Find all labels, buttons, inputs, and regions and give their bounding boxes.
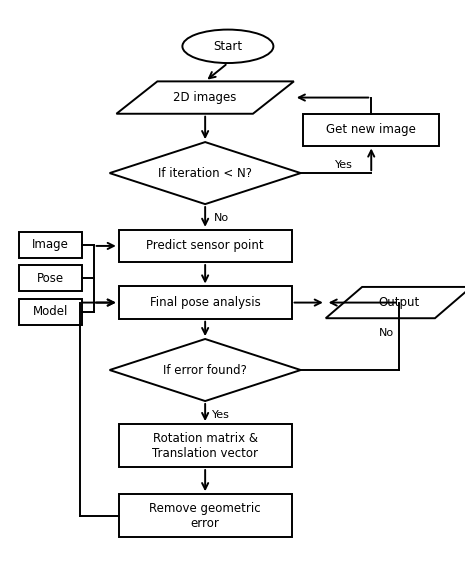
Text: Remove geometric
error: Remove geometric error [149,502,261,530]
Text: Pose: Pose [37,272,64,285]
Text: No: No [379,328,394,338]
Text: Model: Model [33,305,68,318]
Bar [118,494,292,537]
Text: If error found?: If error found? [163,364,247,377]
Bar [118,424,292,467]
Text: Final pose analysis: Final pose analysis [150,296,261,309]
Polygon shape [109,339,301,401]
Text: Predict sensor point: Predict sensor point [146,239,264,252]
Text: Yes: Yes [212,410,230,419]
Text: Image: Image [32,238,69,251]
Text: No: No [213,212,228,223]
Bar [118,230,292,262]
Bar [18,299,82,325]
Polygon shape [326,287,471,318]
Text: Get new image: Get new image [326,124,416,137]
Bar [303,114,439,146]
Polygon shape [109,142,301,204]
Text: Start: Start [213,40,243,53]
Bar [18,232,82,258]
Bar [118,287,292,319]
Ellipse shape [182,30,273,63]
Text: If iteration < N?: If iteration < N? [158,166,252,180]
Text: Yes: Yes [335,160,353,170]
Text: Rotation matrix &
Translation vector: Rotation matrix & Translation vector [152,432,258,460]
Text: 2D images: 2D images [173,91,237,104]
Text: Output: Output [378,296,419,309]
Bar [18,265,82,291]
Polygon shape [117,81,294,114]
